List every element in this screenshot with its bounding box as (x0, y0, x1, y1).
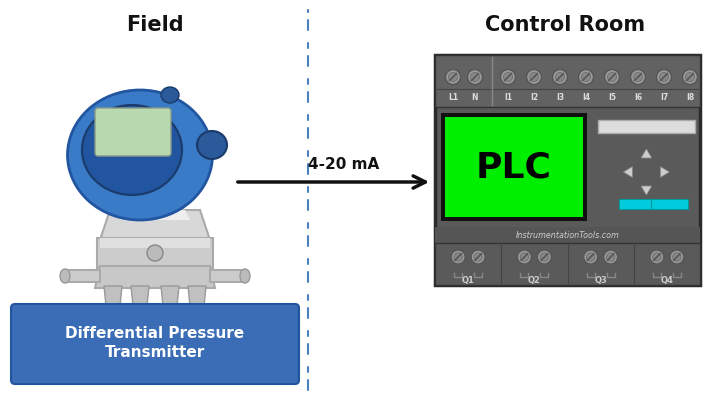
Bar (651, 199, 688, 209)
Text: I3: I3 (556, 92, 564, 102)
Bar (435, 243, 700, 285)
Text: Differential Pressure
Transmitter: Differential Pressure Transmitter (66, 326, 245, 360)
Polygon shape (161, 286, 179, 306)
Polygon shape (118, 203, 152, 215)
Circle shape (526, 70, 541, 84)
Text: Q3: Q3 (594, 276, 607, 284)
Text: I6: I6 (634, 92, 642, 102)
Bar (441, 113, 587, 221)
Circle shape (471, 72, 480, 82)
Circle shape (656, 70, 671, 84)
Circle shape (540, 253, 548, 261)
Circle shape (630, 70, 645, 84)
Bar (435, 55, 700, 285)
Text: I4: I4 (582, 92, 590, 102)
Circle shape (538, 250, 551, 264)
Bar (619, 199, 656, 209)
Circle shape (608, 72, 616, 82)
Polygon shape (65, 270, 100, 282)
Circle shape (553, 70, 568, 84)
Circle shape (581, 72, 590, 82)
Polygon shape (131, 286, 149, 306)
Circle shape (660, 72, 668, 82)
Circle shape (147, 245, 163, 261)
Text: InstrumentationTools.com: InstrumentationTools.com (516, 230, 619, 240)
Circle shape (503, 72, 513, 82)
Circle shape (501, 70, 516, 84)
Text: Field: Field (126, 15, 183, 35)
Ellipse shape (68, 90, 213, 220)
Text: I8: I8 (686, 92, 694, 102)
Polygon shape (100, 210, 210, 240)
Text: Q1: Q1 (462, 276, 475, 284)
Polygon shape (641, 186, 652, 195)
Circle shape (446, 70, 461, 84)
FancyBboxPatch shape (95, 108, 171, 156)
Text: Q2: Q2 (528, 276, 540, 284)
Circle shape (530, 72, 538, 82)
Circle shape (653, 253, 661, 261)
Polygon shape (104, 286, 122, 306)
Polygon shape (188, 286, 206, 306)
Polygon shape (623, 166, 633, 178)
Circle shape (583, 250, 598, 264)
Bar (445, 117, 583, 217)
Circle shape (586, 253, 595, 261)
Circle shape (448, 72, 458, 82)
Text: L1: L1 (448, 92, 458, 102)
Bar (435, 55, 700, 107)
Circle shape (454, 253, 463, 261)
Circle shape (683, 70, 698, 84)
Text: I7: I7 (660, 92, 668, 102)
Text: I5: I5 (608, 92, 616, 102)
Text: N: N (472, 92, 478, 102)
Circle shape (670, 250, 684, 264)
Ellipse shape (60, 269, 70, 283)
Text: Q4: Q4 (660, 276, 673, 284)
Ellipse shape (161, 87, 179, 103)
Circle shape (578, 70, 593, 84)
Ellipse shape (197, 131, 227, 159)
Circle shape (518, 250, 531, 264)
Polygon shape (100, 238, 210, 248)
Circle shape (474, 253, 483, 261)
Circle shape (451, 250, 465, 264)
FancyBboxPatch shape (11, 304, 299, 384)
Polygon shape (95, 266, 215, 288)
Bar (435, 227, 700, 243)
Polygon shape (210, 270, 245, 282)
Text: 4-20 mA: 4-20 mA (308, 157, 379, 172)
Circle shape (603, 250, 618, 264)
Circle shape (650, 250, 664, 264)
Circle shape (605, 70, 620, 84)
Polygon shape (120, 210, 190, 220)
Circle shape (471, 250, 485, 264)
Ellipse shape (240, 269, 250, 283)
Polygon shape (660, 166, 670, 178)
Text: PLC: PLC (476, 150, 552, 184)
Circle shape (673, 253, 681, 261)
Ellipse shape (82, 105, 182, 195)
Bar (598, 120, 695, 133)
Circle shape (633, 72, 643, 82)
Circle shape (521, 253, 528, 261)
Text: I2: I2 (530, 92, 538, 102)
Circle shape (555, 72, 565, 82)
Circle shape (685, 72, 695, 82)
Polygon shape (97, 238, 213, 268)
Circle shape (468, 70, 483, 84)
Polygon shape (641, 149, 652, 158)
Text: Control Room: Control Room (485, 15, 645, 35)
Circle shape (606, 253, 615, 261)
Text: I1: I1 (504, 92, 512, 102)
